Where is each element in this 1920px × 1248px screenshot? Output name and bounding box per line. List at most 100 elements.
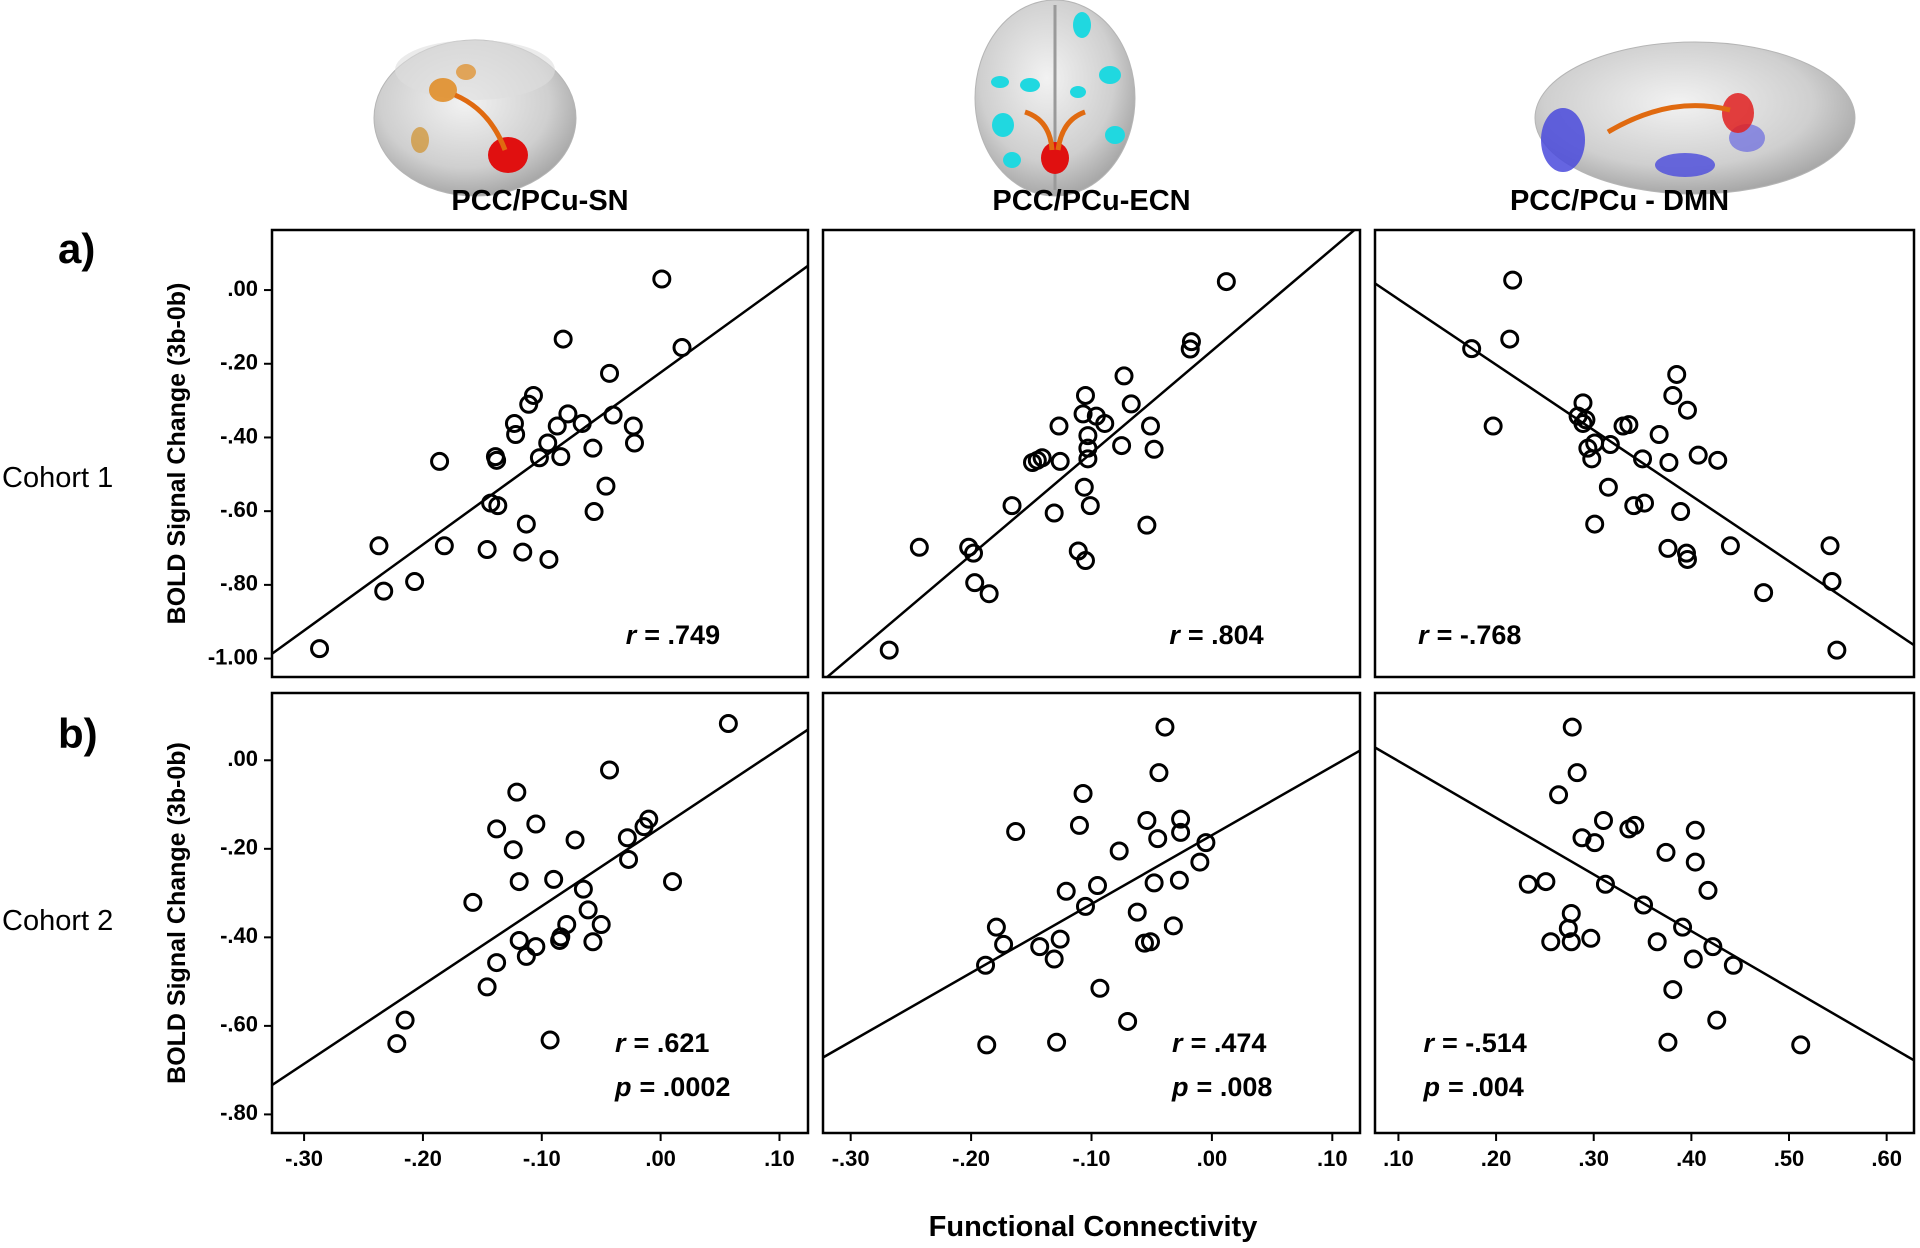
data-point	[1600, 434, 1620, 454]
data-point	[603, 405, 623, 425]
stat-annotation: p = .008	[1171, 1072, 1272, 1102]
data-point	[539, 549, 559, 569]
data-point	[507, 782, 527, 802]
data-point	[572, 413, 592, 433]
data-point	[529, 448, 549, 468]
data-point	[1635, 493, 1654, 513]
fit-line	[1375, 746, 1914, 1062]
x-tick-label: .10	[1383, 1146, 1414, 1171]
data-point	[1144, 873, 1164, 893]
stat-symbol: r	[1169, 620, 1181, 650]
data-point	[1503, 270, 1523, 290]
data-point	[1576, 410, 1596, 430]
data-point	[909, 537, 929, 557]
data-point	[1023, 453, 1043, 473]
data-point	[1075, 385, 1095, 405]
data-point	[986, 917, 1006, 937]
data-point	[1677, 549, 1697, 569]
plot-frame	[270, 228, 810, 679]
x-tick-label: -.30	[832, 1146, 870, 1171]
data-point	[1549, 785, 1569, 805]
stat-annotation: r = -.768	[1418, 620, 1521, 650]
data-point	[1827, 640, 1847, 660]
brain-image	[1534, 41, 1856, 195]
data-point	[1121, 394, 1141, 414]
data-point	[477, 539, 497, 559]
data-point	[1659, 453, 1679, 473]
data-point	[583, 932, 603, 952]
data-point	[1820, 536, 1840, 556]
data-point	[1619, 819, 1639, 839]
data-point	[1708, 450, 1728, 470]
data-point	[663, 872, 683, 892]
stat-symbol: p	[1423, 1072, 1441, 1102]
stat-value: = .004	[1448, 1072, 1524, 1102]
data-point	[488, 496, 508, 516]
data-point	[1582, 449, 1602, 469]
brain-image	[373, 39, 577, 197]
data-point	[596, 476, 616, 496]
data-point	[1663, 385, 1683, 405]
x-tick-label: -.30	[285, 1146, 323, 1171]
x-tick-label: .00	[1197, 1146, 1228, 1171]
data-point	[1585, 833, 1605, 853]
stat-value: = .474	[1191, 1028, 1267, 1058]
data-point	[513, 542, 533, 562]
data-point	[591, 915, 611, 935]
data-point	[374, 581, 394, 601]
x-tick-label: .10	[764, 1146, 795, 1171]
data-point	[879, 640, 899, 660]
data-point	[1658, 1032, 1678, 1052]
x-tick-label: .30	[1578, 1146, 1609, 1171]
data-point	[634, 817, 654, 837]
data-point	[509, 930, 529, 950]
data-point	[516, 946, 536, 966]
data-point	[1080, 496, 1100, 516]
stat-value: = -.514	[1442, 1028, 1527, 1058]
data-point	[1585, 514, 1605, 534]
data-point	[1707, 1010, 1727, 1030]
data-point	[652, 269, 672, 289]
data-point	[1677, 400, 1697, 420]
data-point	[1667, 364, 1687, 384]
stat-symbol: r	[615, 1028, 627, 1058]
data-point	[623, 416, 643, 436]
data-point	[551, 447, 571, 467]
data-point	[1698, 880, 1718, 900]
data-point	[544, 869, 564, 889]
data-point	[538, 433, 558, 453]
data-point	[1578, 438, 1598, 458]
data-point	[405, 572, 425, 592]
stat-symbol: p	[614, 1072, 632, 1102]
stat-value: = .008	[1197, 1072, 1273, 1102]
y-tick-label: -.20	[220, 350, 258, 375]
fit-line	[272, 264, 808, 655]
x-tick-label: -.20	[952, 1146, 990, 1171]
data-point	[1088, 876, 1108, 896]
data-point	[1127, 902, 1147, 922]
stat-symbol: r	[626, 620, 638, 650]
data-point	[1148, 829, 1168, 849]
data-point	[1685, 852, 1705, 872]
data-point	[1112, 436, 1132, 456]
data-point	[310, 639, 330, 659]
data-point	[1483, 416, 1503, 436]
data-point	[600, 760, 620, 780]
data-point	[487, 450, 507, 470]
data-point	[1169, 870, 1189, 890]
data-point	[503, 840, 523, 860]
data-point	[1720, 536, 1740, 556]
plot-frame	[821, 691, 1362, 1135]
data-point	[1075, 551, 1095, 571]
data-point	[1500, 329, 1520, 349]
data-point	[1163, 916, 1183, 936]
stat-annotation: r = .749	[626, 620, 720, 650]
data-point	[553, 329, 573, 349]
data-point	[1822, 572, 1842, 592]
data-point	[1562, 717, 1582, 737]
stat-symbol: p	[1171, 1072, 1189, 1102]
data-point	[583, 438, 603, 458]
data-point	[1144, 439, 1164, 459]
data-point	[1754, 583, 1774, 603]
data-point	[1155, 717, 1175, 737]
